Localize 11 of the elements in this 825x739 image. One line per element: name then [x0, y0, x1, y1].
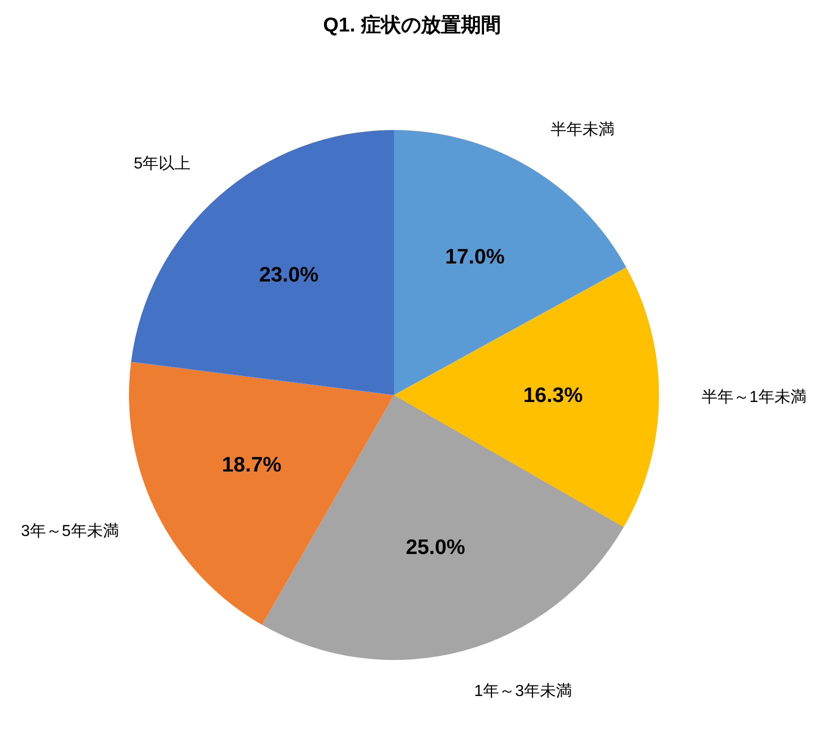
- data-label: 17.0%: [445, 246, 506, 269]
- data-label: 18.7%: [222, 453, 282, 476]
- data-label: 16.3%: [523, 384, 584, 408]
- data-label: 23.0%: [259, 263, 319, 286]
- chart-title: Q1. 症状の放置期間: [323, 13, 501, 36]
- slice-label: 5年以上: [134, 154, 191, 173]
- slice-label: 1年～3年未満: [474, 682, 572, 700]
- data-label: 25.0%: [406, 536, 466, 560]
- slice-label: 半年～1年未満: [701, 388, 806, 406]
- slice-label: 3年～5年未満: [21, 522, 119, 540]
- slice-label: 半年未満: [550, 120, 614, 139]
